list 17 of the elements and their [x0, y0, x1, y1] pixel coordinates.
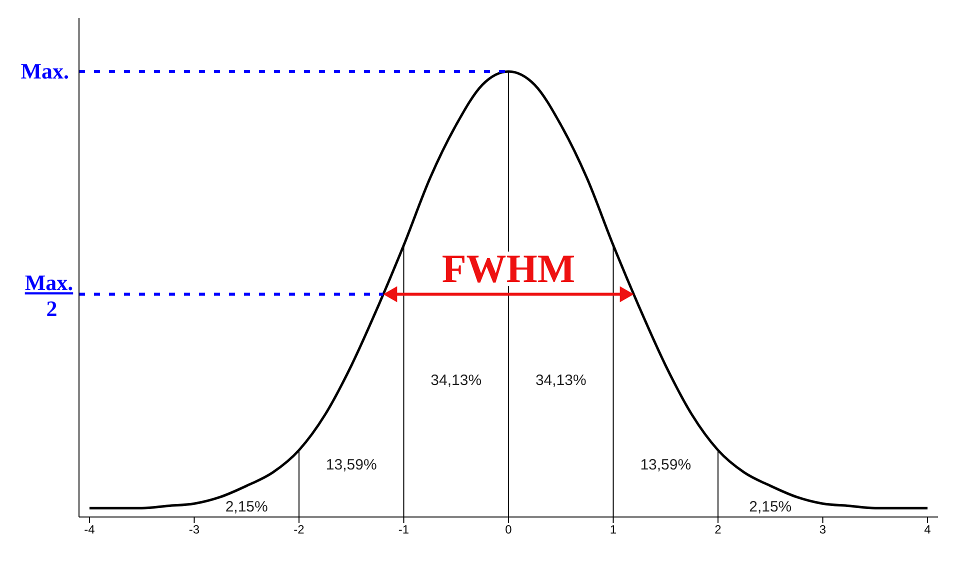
annotation: 34,13%: [430, 372, 482, 390]
annotation: 13,59%: [640, 456, 692, 474]
annotation: 2,15%: [749, 498, 792, 516]
x-tick-label: 1: [610, 522, 617, 537]
x-tick-label: -4: [84, 522, 96, 537]
x-tick-label: -3: [188, 522, 200, 537]
ref-line-label: Max.: [20, 58, 69, 84]
x-tick-label: 3: [819, 522, 826, 537]
annotation: 34,13%: [535, 372, 586, 390]
annotation: 13,59%: [326, 456, 377, 474]
ref-line-label: Max. 2: [24, 270, 74, 322]
x-tick-label: 4: [924, 522, 932, 537]
x-tick-label: 0: [505, 522, 512, 537]
annotation: 2,15%: [225, 498, 268, 516]
x-tick-label: -2: [294, 522, 305, 537]
x-tick-label: 2: [714, 522, 722, 537]
x-tick-label: -1: [398, 522, 410, 537]
